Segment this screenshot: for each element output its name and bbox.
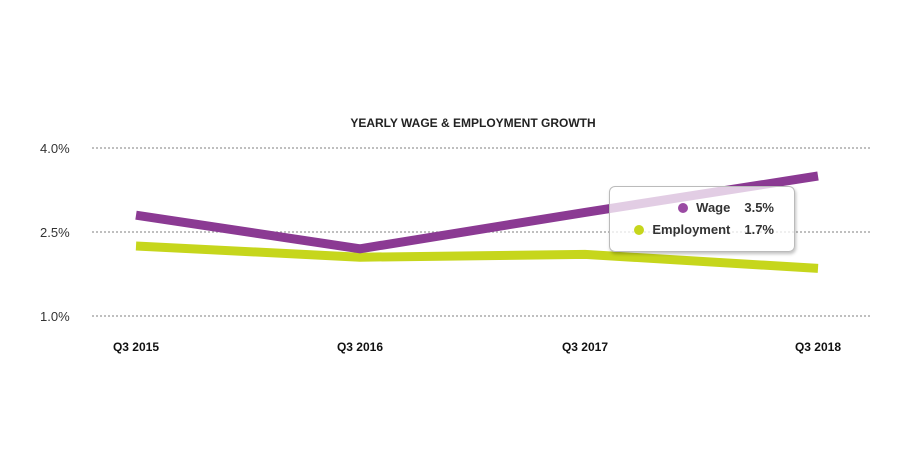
x-tick-label: Q3 2016 (337, 340, 383, 354)
tooltip: Wage 3.5% Employment 1.7% (609, 186, 795, 252)
x-tick-label: Q3 2018 (795, 340, 841, 354)
tooltip-row-wage: Wage 3.5% (678, 200, 774, 215)
series-line-employment (135, 241, 819, 273)
x-tick-label: Q3 2015 (113, 340, 159, 354)
y-tick-label: 1.0% (40, 309, 70, 324)
tooltip-label: Employment (652, 222, 731, 237)
tooltip-value: 3.5% (744, 200, 774, 215)
y-tick-label: 4.0% (40, 141, 70, 156)
wage-marker-icon (678, 202, 689, 213)
tooltip-value: 1.7% (744, 222, 774, 237)
chart-title: YEARLY WAGE & EMPLOYMENT GROWTH (350, 116, 595, 130)
tooltip-label: Wage (696, 200, 731, 215)
employment-marker-icon (634, 224, 645, 235)
x-tick-label: Q3 2017 (562, 340, 608, 354)
tooltip-row-employment: Employment 1.7% (634, 222, 774, 237)
y-tick-label: 2.5% (40, 225, 70, 240)
